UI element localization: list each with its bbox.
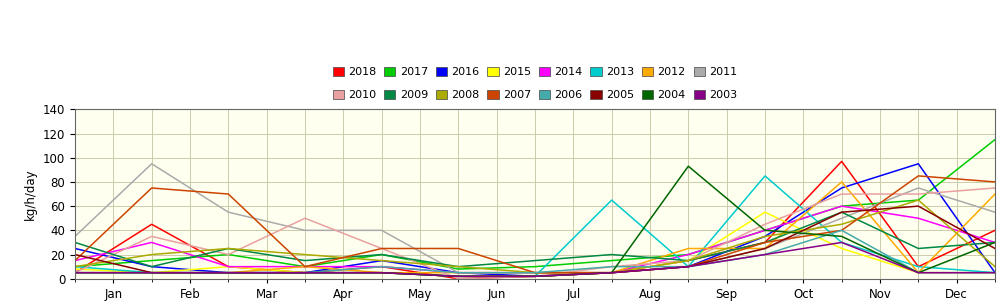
Legend: 2010, 2009, 2008, 2007, 2006, 2005, 2004, 2003: 2010, 2009, 2008, 2007, 2006, 2005, 2004…: [333, 90, 737, 100]
Y-axis label: kg/h/day: kg/h/day: [24, 168, 37, 220]
Text: Corangamite (S) PGR Comparisons: Corangamite (S) PGR Comparisons: [323, 11, 677, 29]
